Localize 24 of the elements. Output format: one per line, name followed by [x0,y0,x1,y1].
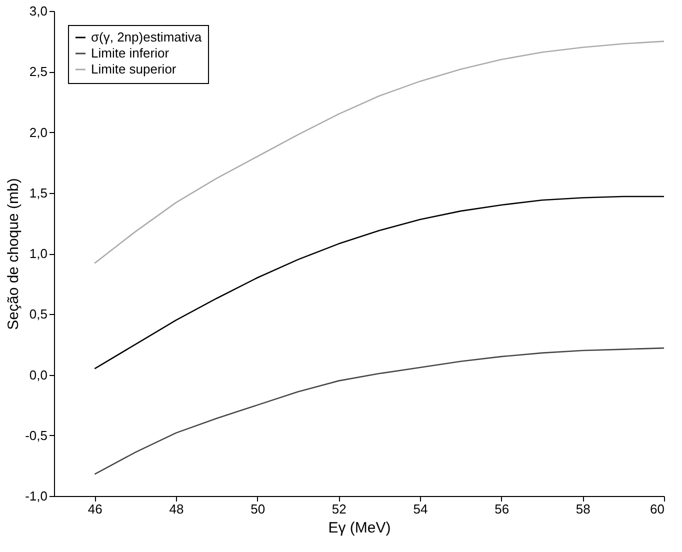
y-tick-label: 1,0 [29,246,48,261]
x-tick-label: 54 [413,502,428,516]
legend-label: σ(γ, 2np)estimativa [91,30,202,44]
line-series [94,196,665,370]
y-tick-label: 1,5 [29,185,48,200]
x-tick-label: 48 [169,502,184,516]
y-tick-label: -1,0 [25,488,48,504]
x-axis-title: Eγ (MeV) [328,520,391,536]
legend-label: Limite superior [91,62,177,76]
line-series [94,347,665,475]
x-tick-label: 58 [576,502,590,516]
x-tick-label: 56 [494,502,510,516]
legend-label: Limite inferior [91,46,170,60]
y-tick-label: 0,0 [29,367,48,382]
x-tick-label: 52 [332,502,346,516]
x-tick-label: 50 [250,502,266,516]
y-tick-label: 2,5 [29,64,48,80]
y-tick-label: 0,5 [29,306,48,322]
y-tick-label: 3,0 [29,4,48,18]
x-tick-label: 46 [88,502,102,516]
y-tick-label: -0,5 [25,428,48,443]
y-axis-title: Seção de choque (mb) [5,178,22,330]
x-tick-label: 60 [650,502,664,516]
y-tick-label: 2,0 [29,124,48,140]
